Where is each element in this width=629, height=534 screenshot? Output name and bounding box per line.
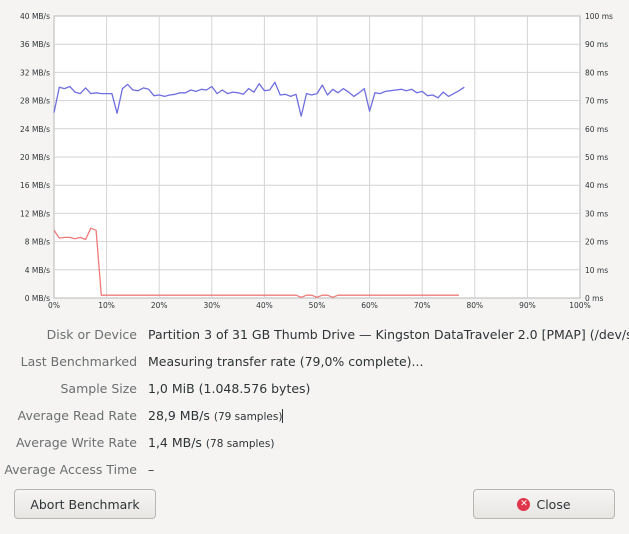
y-left-tick-label: 24 MB/s xyxy=(20,125,50,134)
close-button[interactable]: ✕ Close xyxy=(473,489,615,519)
write-rate-label: Average Write Rate xyxy=(16,435,137,450)
x-tick-label: 40% xyxy=(256,301,273,310)
x-tick-label: 60% xyxy=(361,301,378,310)
sample-size-row: Sample Size 1,0 MiB (1.048.576 bytes) xyxy=(0,378,629,400)
disk-label: Disk or Device xyxy=(46,327,137,342)
y-left-tick-label: 12 MB/s xyxy=(20,209,50,218)
y-left-tick-label: 8 MB/s xyxy=(25,238,50,247)
read-rate-value: 28,9 MB/s xyxy=(148,408,210,423)
disk-value: Partition 3 of 31 GB Thumb Drive — Kings… xyxy=(148,327,629,342)
y-right-tick-label: 40 ms xyxy=(585,181,608,190)
y-left-tick-label: 28 MB/s xyxy=(20,97,50,106)
sample-size-label: Sample Size xyxy=(60,381,137,396)
write-rate-value-container: 1,4 MB/s (78 samples) xyxy=(148,435,274,450)
write-rate-row: Average Write Rate 1,4 MB/s (78 samples) xyxy=(0,432,629,454)
last-benchmarked-value: Measuring transfer rate (79,0% complete)… xyxy=(148,354,424,369)
y-right-tick-label: 0 ms xyxy=(585,294,603,303)
x-tick-label: 50% xyxy=(309,301,326,310)
x-tick-label: 30% xyxy=(203,301,220,310)
x-tick-label: 80% xyxy=(466,301,483,310)
last-benchmarked-label: Last Benchmarked xyxy=(20,354,137,369)
x-tick-label: 90% xyxy=(519,301,536,310)
text-caret xyxy=(282,409,284,423)
access-time-row: Average Access Time – xyxy=(0,459,629,481)
y-left-tick-label: 36 MB/s xyxy=(20,40,50,49)
read-rate-samples: (79 samples) xyxy=(213,411,283,423)
write-rate-series-line xyxy=(53,227,459,298)
access-time-label: Average Access Time xyxy=(4,462,137,477)
y-right-tick-label: 10 ms xyxy=(585,266,608,275)
y-left-tick-label: 32 MB/s xyxy=(20,68,50,77)
sample-size-value: 1,0 MiB (1.048.576 bytes) xyxy=(148,381,311,396)
y-right-tick-label: 50 ms xyxy=(585,153,608,162)
write-rate-samples: (78 samples) xyxy=(205,438,275,450)
y-right-tick-label: 30 ms xyxy=(585,209,608,218)
x-axis-ticks: 0% 10% 20% 30% 40% 50% 60% 70% 80% 90% 100% xyxy=(48,301,591,310)
y-left-tick-label: 20 MB/s xyxy=(20,153,50,162)
y-left-tick-label: 4 MB/s xyxy=(25,266,50,275)
x-tick-label: 20% xyxy=(151,301,168,310)
y-right-tick-label: 80 ms xyxy=(585,68,608,77)
y-right-tick-label: 60 ms xyxy=(585,125,608,134)
y-right-tick-label: 70 ms xyxy=(585,97,608,106)
benchmark-chart: 40 MB/s 36 MB/s 32 MB/s 28 MB/s 24 MB/s 20 MB… xyxy=(20,12,613,310)
x-tick-label: 70% xyxy=(414,301,431,310)
abort-benchmark-button[interactable]: Abort Benchmark xyxy=(14,489,156,519)
x-tick-label: 10% xyxy=(98,301,115,310)
y-right-tick-label: 20 ms xyxy=(585,238,608,247)
access-time-value: – xyxy=(148,462,155,477)
y-left-tick-label: 16 MB/s xyxy=(20,181,50,190)
disk-row: Disk or Device Partition 3 of 31 GB Thum… xyxy=(0,324,629,346)
read-rate-series-line xyxy=(53,81,465,117)
read-rate-value-container: 28,9 MB/s (79 samples) xyxy=(148,408,284,423)
chart-grid xyxy=(54,16,580,298)
y-axis-left-ticks: 40 MB/s 36 MB/s 32 MB/s 28 MB/s 24 MB/s 20 MB… xyxy=(20,12,50,303)
abort-benchmark-label: Abort Benchmark xyxy=(30,496,140,512)
read-rate-label: Average Read Rate xyxy=(17,408,137,423)
y-right-tick-label: 90 ms xyxy=(585,40,608,49)
write-rate-value: 1,4 MB/s xyxy=(148,435,202,450)
y-axis-right-ticks: 100 ms 90 ms 80 ms 70 ms 60 ms 50 ms 40 ms 30 m… xyxy=(585,12,613,303)
chart-series xyxy=(53,81,465,298)
x-tick-label: 0% xyxy=(48,301,60,310)
close-icon: ✕ xyxy=(517,497,531,511)
y-left-tick-label: 0 MB/s xyxy=(25,294,50,303)
last-benchmarked-row: Last Benchmarked Measuring transfer rate… xyxy=(0,351,629,373)
close-label: Close xyxy=(536,496,571,512)
y-left-tick-label: 40 MB/s xyxy=(20,12,50,21)
x-tick-label: 100% xyxy=(569,301,590,310)
read-rate-row: Average Read Rate 28,9 MB/s (79 samples) xyxy=(0,405,629,427)
y-right-tick-label: 100 ms xyxy=(585,12,613,21)
